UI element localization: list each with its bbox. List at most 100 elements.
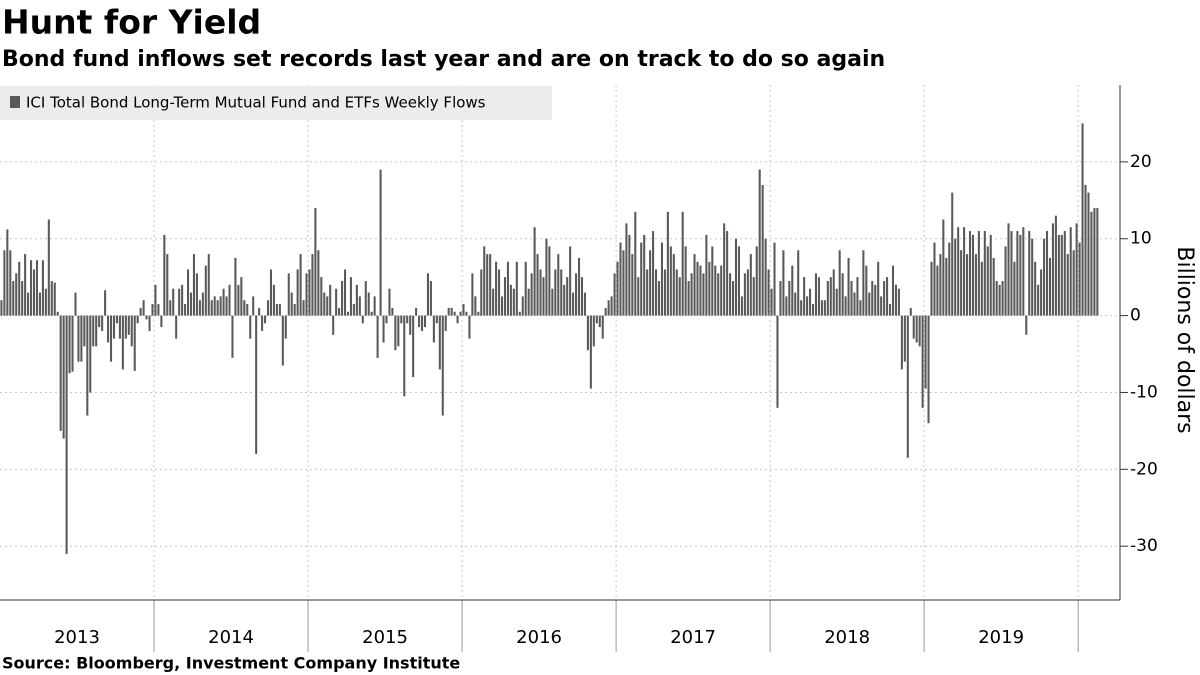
bar bbox=[524, 261, 527, 316]
bar bbox=[234, 257, 237, 316]
bar bbox=[438, 315, 441, 370]
bar bbox=[459, 311, 462, 316]
bar bbox=[1048, 257, 1052, 316]
bar bbox=[21, 281, 24, 316]
x-tick-label: 2016 bbox=[516, 627, 562, 648]
bar bbox=[649, 250, 652, 316]
bar bbox=[977, 231, 980, 316]
bar bbox=[646, 269, 649, 316]
bar bbox=[726, 231, 729, 316]
bar bbox=[172, 288, 175, 316]
bar bbox=[868, 292, 871, 316]
bar bbox=[1007, 223, 1010, 316]
bar bbox=[169, 300, 172, 316]
legend-swatch bbox=[10, 96, 20, 108]
bar bbox=[592, 315, 595, 347]
bar bbox=[770, 288, 773, 316]
bar bbox=[856, 277, 859, 316]
bar bbox=[104, 290, 107, 316]
bar bbox=[1013, 261, 1016, 316]
bar bbox=[1037, 284, 1040, 316]
bar bbox=[293, 304, 296, 316]
bar bbox=[406, 315, 409, 324]
bar bbox=[189, 292, 193, 316]
bar bbox=[663, 269, 666, 316]
legend-label: ICI Total Bond Long-Term Mutual Fund and… bbox=[26, 94, 486, 112]
bar bbox=[998, 284, 1001, 316]
bar bbox=[983, 231, 986, 316]
bar bbox=[450, 307, 453, 316]
bar bbox=[320, 277, 323, 316]
bar bbox=[817, 277, 820, 316]
bar bbox=[806, 296, 809, 316]
bar bbox=[746, 269, 749, 316]
bar bbox=[891, 265, 895, 316]
bar bbox=[980, 261, 983, 316]
bar bbox=[175, 315, 178, 339]
bar bbox=[343, 269, 347, 316]
bar bbox=[714, 265, 717, 316]
bar bbox=[530, 273, 533, 316]
bar bbox=[826, 281, 829, 316]
bar bbox=[963, 227, 966, 316]
bar bbox=[53, 282, 56, 316]
bar bbox=[163, 234, 166, 316]
bar bbox=[595, 315, 598, 324]
bar bbox=[921, 315, 924, 408]
bar bbox=[231, 315, 234, 358]
bar bbox=[577, 257, 581, 316]
bar bbox=[1084, 184, 1087, 316]
bar bbox=[71, 315, 74, 372]
bar bbox=[118, 315, 121, 339]
bar bbox=[720, 265, 723, 316]
bar bbox=[903, 315, 906, 362]
bar bbox=[506, 261, 509, 316]
bar bbox=[121, 315, 124, 370]
bar bbox=[877, 261, 880, 316]
bar bbox=[776, 315, 779, 408]
bar bbox=[652, 231, 655, 316]
bar bbox=[551, 288, 554, 316]
bar bbox=[107, 315, 110, 343]
bar bbox=[560, 269, 563, 316]
bar bbox=[619, 242, 622, 316]
bar bbox=[1019, 234, 1022, 316]
bar bbox=[495, 261, 498, 316]
bar bbox=[187, 269, 190, 316]
bar bbox=[498, 269, 501, 316]
bar bbox=[1072, 250, 1075, 316]
bar bbox=[266, 300, 270, 316]
bar bbox=[44, 288, 47, 316]
bar bbox=[1057, 234, 1060, 316]
bar bbox=[500, 296, 504, 316]
bar bbox=[308, 269, 311, 316]
bar bbox=[823, 300, 826, 316]
bar bbox=[853, 292, 856, 316]
bar bbox=[1063, 231, 1066, 316]
bar bbox=[589, 315, 592, 389]
bar bbox=[613, 273, 616, 316]
y-tick-label: 0 bbox=[1130, 306, 1141, 326]
bar bbox=[1093, 207, 1096, 316]
bar bbox=[966, 254, 969, 316]
bar bbox=[871, 281, 874, 316]
bar bbox=[631, 254, 634, 316]
bar bbox=[1066, 254, 1069, 316]
bar bbox=[373, 296, 376, 316]
bar bbox=[80, 315, 83, 362]
bar bbox=[797, 250, 800, 316]
bar bbox=[563, 284, 566, 316]
bar bbox=[204, 265, 207, 316]
bar bbox=[539, 269, 542, 316]
bar bbox=[699, 265, 702, 316]
bar bbox=[480, 269, 483, 316]
bar bbox=[909, 307, 912, 316]
bar bbox=[601, 315, 604, 339]
bar bbox=[329, 284, 332, 316]
bar bbox=[130, 315, 133, 347]
bar bbox=[269, 269, 273, 316]
bar bbox=[847, 257, 850, 316]
bar bbox=[995, 281, 998, 316]
bar bbox=[453, 311, 456, 316]
